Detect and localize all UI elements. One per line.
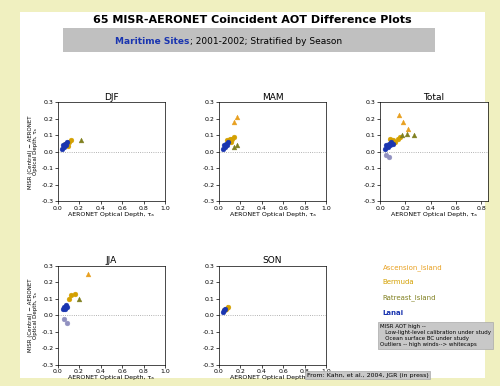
Point <box>59 306 67 312</box>
Point <box>388 141 396 147</box>
Point <box>386 135 394 142</box>
Point <box>59 142 67 148</box>
Point <box>226 135 234 142</box>
Point <box>61 141 69 147</box>
Text: Midway_Island: Midway_Island <box>382 325 433 332</box>
X-axis label: AERONET Optical Depth, τₐ: AERONET Optical Depth, τₐ <box>391 212 476 217</box>
Point <box>410 132 418 139</box>
Title: JJA: JJA <box>106 256 117 265</box>
Point <box>399 119 407 125</box>
Point <box>382 152 390 158</box>
Point <box>233 142 241 148</box>
Point <box>230 134 238 140</box>
Point <box>394 135 402 142</box>
Y-axis label: MISR (Central) − AERONET
Optical Depth, τₐ: MISR (Central) − AERONET Optical Depth, … <box>28 278 38 352</box>
Point <box>219 309 227 315</box>
Point <box>388 139 396 145</box>
Point <box>224 304 232 310</box>
Point <box>396 134 404 140</box>
Point <box>63 139 71 145</box>
Point <box>388 137 396 143</box>
Point <box>60 315 68 322</box>
Title: MAM: MAM <box>262 93 283 102</box>
Point <box>66 139 74 145</box>
Title: Total: Total <box>423 93 444 102</box>
Point <box>63 304 71 310</box>
Point <box>384 144 392 150</box>
Point <box>230 144 238 150</box>
Text: From: Kahn, et al., 2004, JGR (in press): From: Kahn, et al., 2004, JGR (in press) <box>306 372 428 378</box>
Point <box>63 141 71 147</box>
Point <box>220 307 228 313</box>
X-axis label: AERONET Optical Depth, τₐ: AERONET Optical Depth, τₐ <box>230 212 316 217</box>
Text: Ratreast_Island: Ratreast_Island <box>382 295 436 301</box>
Point <box>385 154 393 160</box>
Point <box>221 144 229 150</box>
Point <box>68 292 76 298</box>
Point <box>385 141 393 147</box>
Point <box>404 125 412 132</box>
Point <box>60 304 68 310</box>
Y-axis label: MISR (Central) − AERONET
Optical Depth, τₐ: MISR (Central) − AERONET Optical Depth, … <box>28 115 38 189</box>
Point <box>398 132 406 139</box>
Point <box>382 142 390 148</box>
Point <box>84 271 92 277</box>
Point <box>381 146 389 152</box>
Point <box>64 143 72 149</box>
Point <box>224 142 232 148</box>
Point <box>62 302 70 308</box>
Point <box>68 137 76 143</box>
Point <box>62 142 70 148</box>
Point <box>228 135 235 142</box>
Text: Bermuda: Bermuda <box>382 279 414 285</box>
Point <box>58 146 66 152</box>
Text: 65 MISR-AERONET Coincident AOT Difference Plots: 65 MISR-AERONET Coincident AOT Differenc… <box>93 15 412 25</box>
Text: Ascension_Island: Ascension_Island <box>382 264 442 271</box>
Point <box>386 142 394 148</box>
Point <box>402 130 410 137</box>
Text: total: total <box>382 341 398 347</box>
Point <box>75 296 83 302</box>
Point <box>222 141 230 147</box>
Point <box>226 139 234 145</box>
Point <box>61 306 69 312</box>
Point <box>219 146 227 152</box>
Text: Lanai: Lanai <box>382 310 404 316</box>
Point <box>222 306 230 312</box>
Text: MISR AOT high --
   Low-light-level calibration under study
   Ocean surface BC : MISR AOT high -- Low-light-level calibra… <box>380 324 491 347</box>
Point <box>233 114 241 120</box>
Title: SON: SON <box>263 256 282 265</box>
X-axis label: AERONET Optical Depth, τₐ: AERONET Optical Depth, τₐ <box>68 212 154 217</box>
Point <box>395 112 403 119</box>
Point <box>224 304 232 310</box>
Point <box>220 307 228 313</box>
Point <box>221 306 229 312</box>
Point <box>61 141 69 147</box>
Point <box>230 119 238 125</box>
Text: ; 2001-2002; Stratified by Season: ; 2001-2002; Stratified by Season <box>190 37 342 46</box>
Title: DJF: DJF <box>104 93 118 102</box>
Point <box>60 144 68 150</box>
Point <box>391 139 399 145</box>
Point <box>63 320 71 327</box>
X-axis label: AERONET Optical Depth, τₐ: AERONET Optical Depth, τₐ <box>230 375 316 380</box>
Text: Maritime Sites: Maritime Sites <box>114 37 189 46</box>
Point <box>70 291 78 297</box>
X-axis label: AERONET Optical Depth, τₐ: AERONET Optical Depth, τₐ <box>68 375 154 380</box>
Point <box>220 142 228 148</box>
Point <box>224 137 232 143</box>
Point <box>66 296 74 302</box>
Point <box>77 137 85 143</box>
Point <box>224 139 232 145</box>
Point <box>221 306 229 312</box>
